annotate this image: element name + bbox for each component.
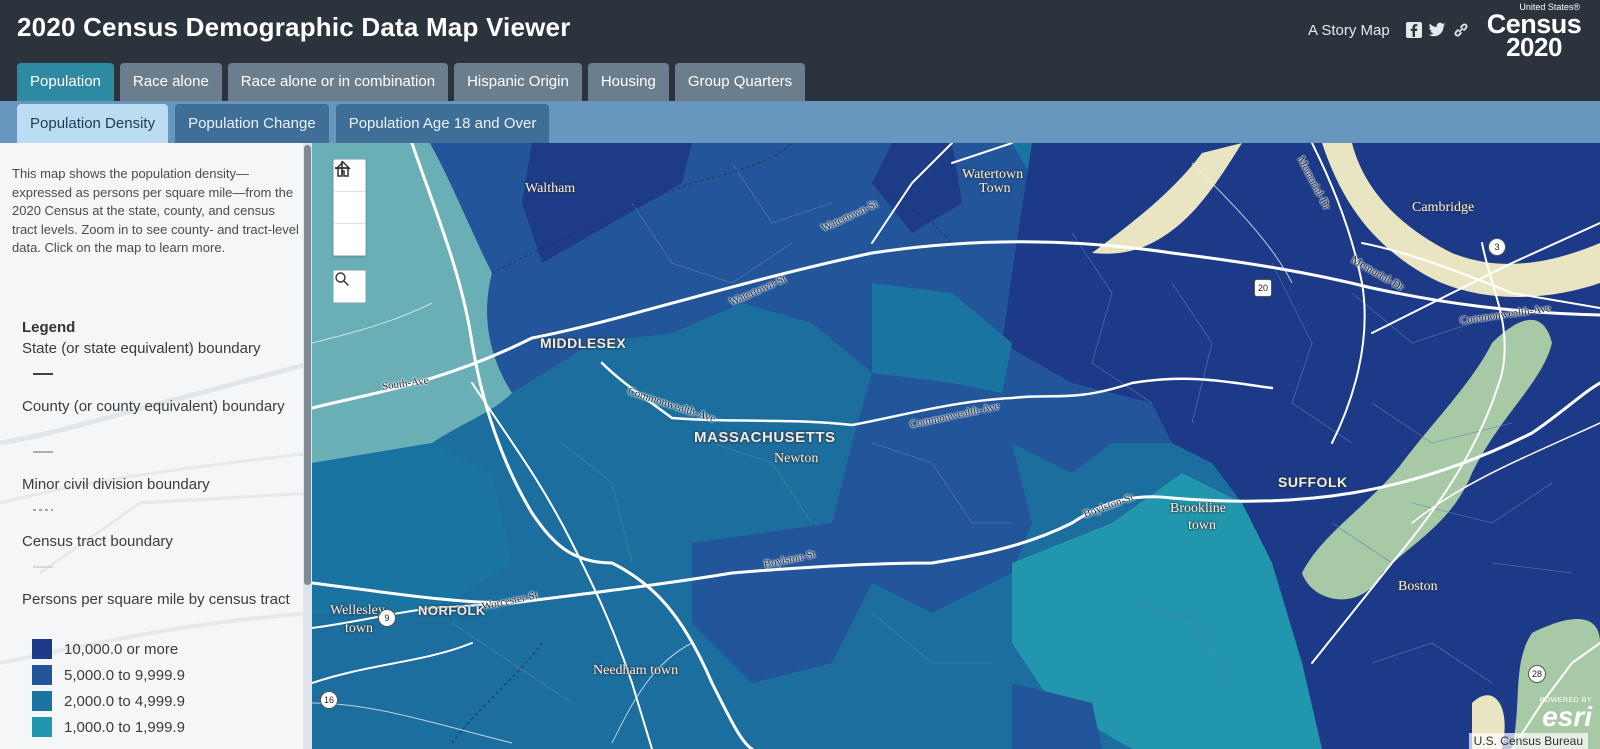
route-shield-16: 16 bbox=[320, 691, 338, 709]
zoom-controls bbox=[333, 159, 366, 256]
map-view[interactable]: Waltham Watertown Town Cambridge MIDDLES… bbox=[312, 143, 1600, 749]
map-canvas[interactable] bbox=[312, 143, 1600, 749]
legend-class-label: 10,000.0 or more bbox=[64, 640, 179, 658]
zoom-out-icon[interactable] bbox=[334, 167, 365, 255]
legend-class-label: 5,000.0 to 9,999.9 bbox=[64, 666, 185, 684]
place-label-waltham: Waltham bbox=[525, 181, 576, 196]
tab-hispanic-origin[interactable]: Hispanic Origin bbox=[454, 63, 582, 101]
legend-density-title: Persons per square mile by census tract bbox=[22, 591, 290, 608]
place-label-newton: Newton bbox=[774, 451, 819, 466]
legend-tract-boundary-label: Census tract boundary bbox=[22, 533, 173, 550]
place-label-watertown: Watertown bbox=[962, 167, 1024, 182]
legend-class-label: 2,000.0 to 4,999.9 bbox=[64, 692, 185, 710]
legend-class-label: 1,000.0 to 1,999.9 bbox=[64, 718, 185, 736]
place-label-cambridge: Cambridge bbox=[1412, 200, 1475, 215]
state-label-massachusetts: MASSACHUSETTS bbox=[694, 429, 836, 446]
legend-mcd-boundary-label: Minor civil division boundary bbox=[22, 476, 210, 493]
place-label-boston: Boston bbox=[1398, 579, 1438, 594]
legend-swatch bbox=[32, 665, 52, 685]
legend-state-boundary-label: State (or state equivalent) boundary bbox=[22, 340, 261, 357]
legend-title: Legend bbox=[22, 319, 76, 336]
legend-class-row: 1,000.0 to 1,999.9 bbox=[32, 717, 185, 737]
tab-race-alone[interactable]: Race alone bbox=[119, 63, 222, 101]
tab-housing[interactable]: Housing bbox=[587, 63, 669, 101]
tab-race-combination[interactable]: Race alone or in combination bbox=[227, 63, 449, 101]
route-shield-9: 9 bbox=[378, 609, 396, 627]
search-icon[interactable] bbox=[333, 270, 366, 303]
legend-class-row: 2,000.0 to 4,999.9 bbox=[32, 691, 185, 711]
facebook-icon[interactable] bbox=[1405, 21, 1423, 39]
place-label-wellesley: Wellesley bbox=[330, 603, 385, 618]
story-map-label: A Story Map bbox=[1308, 22, 1390, 39]
sidebar-scrollbar[interactable] bbox=[303, 143, 312, 749]
legend-swatch bbox=[32, 639, 52, 659]
county-label-suffolk: SUFFOLK bbox=[1278, 474, 1348, 490]
app-title: 2020 Census Demographic Data Map Viewer bbox=[17, 12, 571, 42]
place-label-watertown-town: Town bbox=[979, 181, 1011, 196]
tab-population[interactable]: Population bbox=[17, 63, 114, 101]
route-shield-20: 20 bbox=[1254, 279, 1272, 297]
place-label-brookline-town: town bbox=[1188, 518, 1216, 533]
sidebar-background-map bbox=[0, 360, 312, 665]
place-label-needham: Needham town bbox=[593, 663, 679, 678]
legend-mcd-line bbox=[33, 509, 53, 511]
tab-group-quarters[interactable]: Group Quarters bbox=[674, 63, 806, 101]
subtab-population-age-18[interactable]: Population Age 18 and Over bbox=[335, 104, 550, 143]
route-shield-3: 3 bbox=[1488, 238, 1506, 256]
intro-text: This map shows the population density—ex… bbox=[12, 166, 299, 256]
scrollbar-thumb[interactable] bbox=[304, 145, 311, 585]
map-attribution[interactable]: U.S. Census Bureau bbox=[1468, 733, 1588, 749]
link-icon[interactable] bbox=[1452, 21, 1470, 39]
esri-logo: POWERED BY esri bbox=[1539, 697, 1592, 732]
subtab-population-density[interactable]: Population Density bbox=[17, 104, 169, 143]
twitter-icon[interactable] bbox=[1428, 21, 1446, 39]
home-icon[interactable] bbox=[334, 160, 365, 224]
county-label-norfolk: NORFOLK bbox=[418, 603, 486, 618]
main-tabs: Population Race alone Race alone or in c… bbox=[17, 63, 806, 101]
county-label-middlesex: MIDDLESEX bbox=[540, 335, 627, 351]
subtab-bar: Population Density Population Change Pop… bbox=[0, 101, 1600, 143]
legend-county-line bbox=[33, 451, 53, 453]
place-label-wellesley-town: town bbox=[345, 621, 373, 636]
legend-state-line bbox=[33, 373, 53, 375]
route-shield-28: 28 bbox=[1528, 665, 1546, 683]
app-header: 2020 Census Demographic Data Map Viewer … bbox=[0, 0, 1600, 101]
legend-county-boundary-label: County (or county equivalent) boundary bbox=[22, 398, 285, 415]
legend-tract-line bbox=[33, 566, 53, 568]
legend-class-row: 10,000.0 or more bbox=[32, 639, 178, 659]
subtab-population-change[interactable]: Population Change bbox=[175, 104, 329, 143]
legend-swatch bbox=[32, 691, 52, 711]
census-2020-logo: United States® Census 2020 bbox=[1486, 2, 1582, 62]
legend-class-row: 5,000.0 to 9,999.9 bbox=[32, 665, 185, 685]
side-panel: This map shows the population density—ex… bbox=[0, 143, 312, 749]
legend-swatch bbox=[32, 717, 52, 737]
place-label-brookline: Brookline bbox=[1170, 501, 1226, 516]
